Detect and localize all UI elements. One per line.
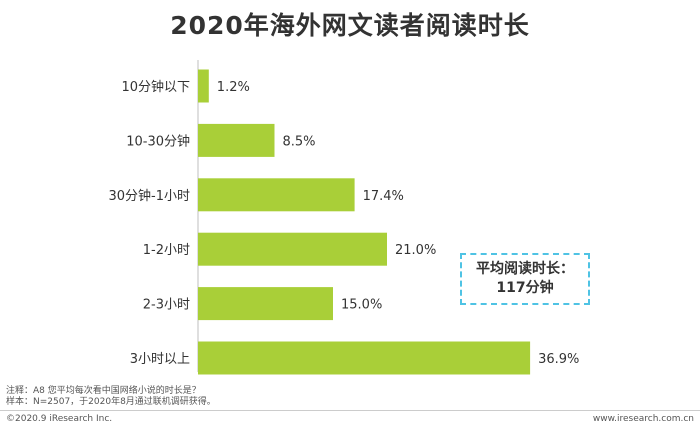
value-label: 1.2% xyxy=(217,80,250,95)
bar xyxy=(198,178,355,212)
category-label: 10-30分钟 xyxy=(126,133,190,149)
category-label: 3小时以上 xyxy=(130,352,190,367)
copyright-text: ©2020.9 iResearch Inc. xyxy=(6,414,113,424)
average-reading-time-callout: 平均阅读时长： 117分钟 xyxy=(460,253,590,305)
bar xyxy=(198,232,387,266)
note-text: 注释：A8 您平均每次看中国网络小说的时长是？ xyxy=(6,386,201,396)
value-label: 21.0% xyxy=(395,243,436,258)
bar xyxy=(198,69,209,103)
category-label: 30分钟-1小时 xyxy=(108,188,190,204)
footer-divider xyxy=(0,410,700,411)
sample-text: 样本：N=2507，于2020年8月通过联机调研获得。 xyxy=(6,397,216,407)
bar xyxy=(198,123,275,157)
category-label: 10分钟以下 xyxy=(121,79,190,95)
value-label: 15.0% xyxy=(341,298,382,313)
category-label: 2-3小时 xyxy=(143,298,190,313)
category-label: 1-2小时 xyxy=(143,243,190,258)
website-text: www.iresearch.com.cn xyxy=(592,414,694,424)
value-label: 8.5% xyxy=(283,134,316,149)
bar-chart: 10分钟以下 1.2% 10-30分钟 8.5% 30分钟-1小时 17.4% 1-2小时 2… xyxy=(108,60,579,375)
bar xyxy=(198,287,333,321)
callout-label: 平均阅读时长： xyxy=(476,261,574,277)
bar xyxy=(198,341,531,375)
callout-value: 117分钟 xyxy=(496,280,554,296)
value-label: 36.9% xyxy=(538,352,579,367)
notes: 注释：A8 您平均每次看中国网络小说的时长是？ 样本：N=2507，于2020年… xyxy=(6,386,216,408)
chart-title: 2020年海外网文读者阅读时长 xyxy=(170,11,530,40)
value-label: 17.4% xyxy=(363,189,404,204)
